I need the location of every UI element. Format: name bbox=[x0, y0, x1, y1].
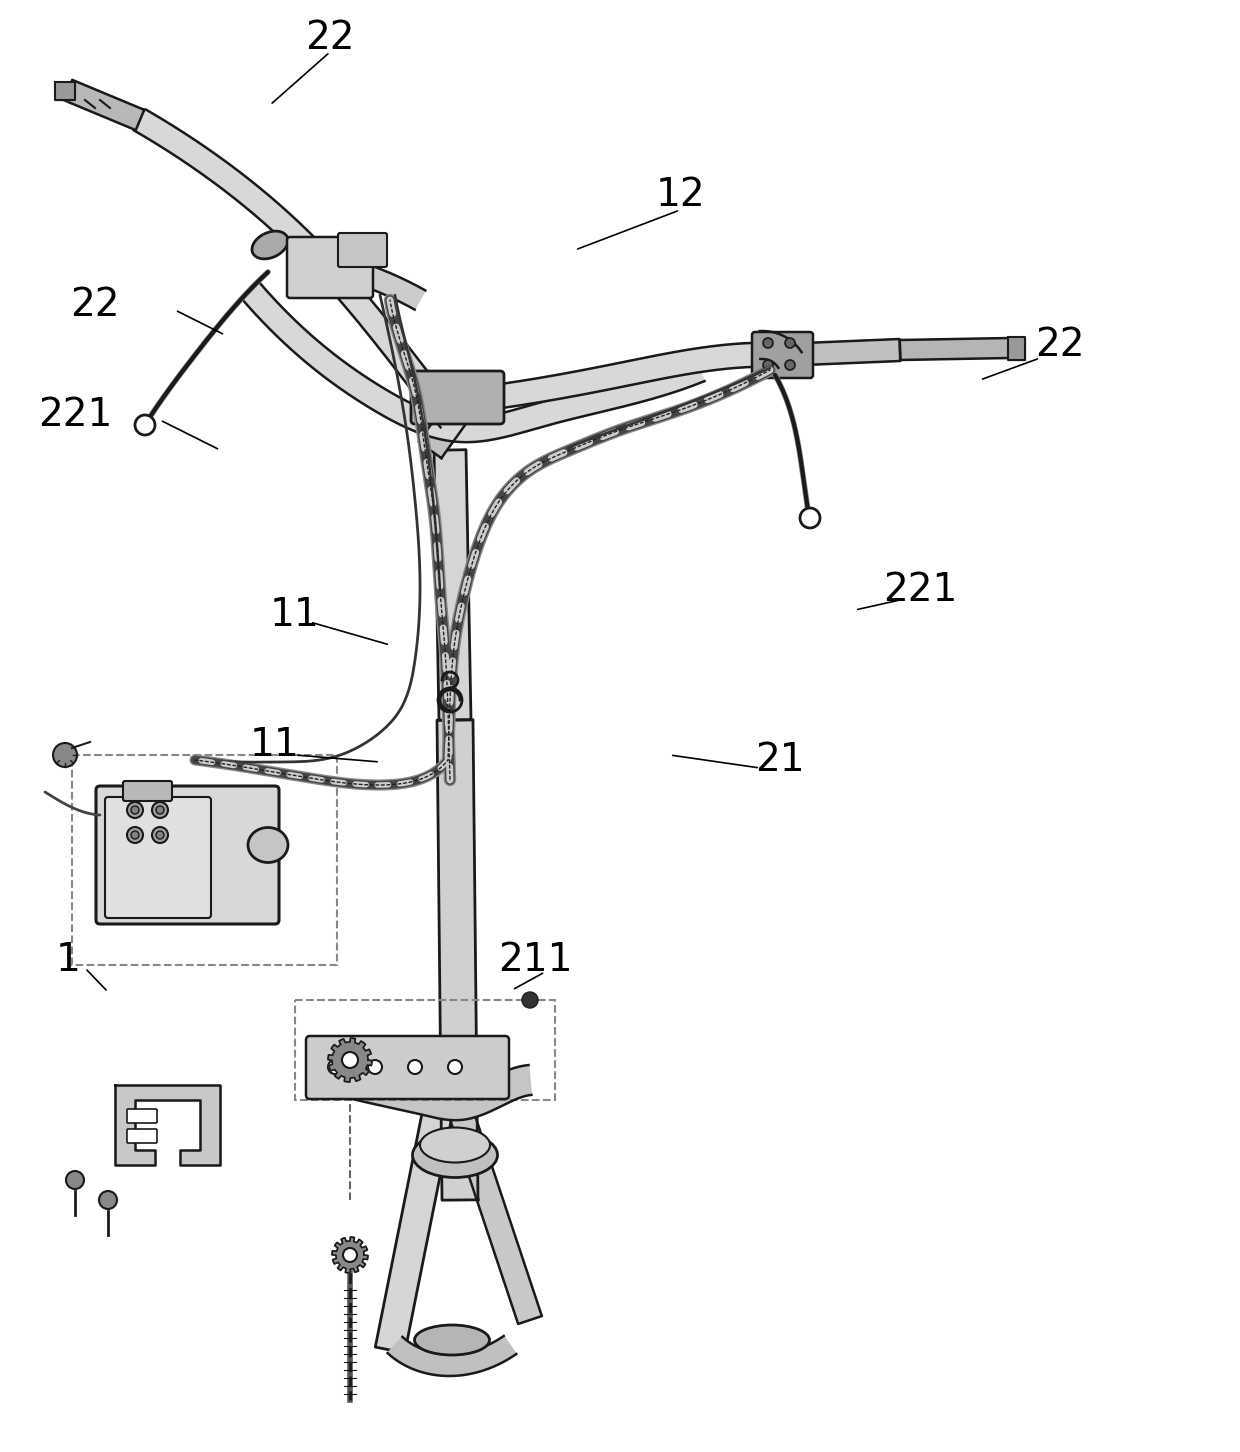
Circle shape bbox=[66, 1170, 84, 1189]
Circle shape bbox=[153, 802, 167, 817]
Circle shape bbox=[342, 1053, 358, 1069]
Text: 11: 11 bbox=[250, 726, 300, 764]
Circle shape bbox=[368, 1060, 382, 1074]
Circle shape bbox=[408, 1060, 422, 1074]
Circle shape bbox=[131, 831, 139, 839]
Circle shape bbox=[53, 743, 77, 767]
FancyBboxPatch shape bbox=[105, 797, 211, 918]
Polygon shape bbox=[376, 1098, 455, 1353]
Text: 22: 22 bbox=[1035, 327, 1085, 364]
Bar bbox=[72, 755, 337, 966]
Polygon shape bbox=[434, 450, 471, 720]
Polygon shape bbox=[55, 81, 74, 100]
Text: 22: 22 bbox=[71, 286, 120, 324]
FancyBboxPatch shape bbox=[126, 1109, 157, 1122]
Ellipse shape bbox=[420, 1128, 490, 1163]
Polygon shape bbox=[419, 372, 491, 459]
Polygon shape bbox=[332, 1237, 368, 1273]
FancyBboxPatch shape bbox=[126, 1130, 157, 1143]
Text: 211: 211 bbox=[497, 941, 572, 979]
Text: 11: 11 bbox=[270, 595, 320, 635]
Polygon shape bbox=[308, 250, 425, 309]
Text: 12: 12 bbox=[655, 176, 704, 213]
Text: 221: 221 bbox=[37, 396, 112, 434]
Text: 221: 221 bbox=[883, 571, 957, 608]
FancyBboxPatch shape bbox=[286, 237, 373, 298]
Circle shape bbox=[785, 360, 795, 370]
Circle shape bbox=[448, 1060, 463, 1074]
Ellipse shape bbox=[248, 828, 288, 862]
Circle shape bbox=[126, 802, 143, 817]
Circle shape bbox=[135, 415, 155, 436]
Polygon shape bbox=[1008, 337, 1025, 360]
Circle shape bbox=[763, 338, 773, 348]
Polygon shape bbox=[469, 343, 780, 412]
Circle shape bbox=[131, 806, 139, 815]
Text: 22: 22 bbox=[305, 19, 355, 57]
Polygon shape bbox=[436, 720, 477, 1201]
Polygon shape bbox=[780, 338, 900, 366]
Polygon shape bbox=[241, 282, 704, 443]
Circle shape bbox=[522, 992, 538, 1008]
Ellipse shape bbox=[414, 1326, 490, 1355]
Circle shape bbox=[126, 828, 143, 844]
Circle shape bbox=[343, 1249, 357, 1262]
Polygon shape bbox=[900, 338, 1011, 360]
Polygon shape bbox=[760, 331, 801, 367]
Polygon shape bbox=[336, 1066, 532, 1119]
Text: 1: 1 bbox=[56, 941, 81, 979]
Circle shape bbox=[329, 1060, 342, 1074]
FancyBboxPatch shape bbox=[306, 1035, 508, 1099]
Ellipse shape bbox=[252, 231, 288, 258]
Circle shape bbox=[156, 806, 164, 815]
Ellipse shape bbox=[413, 1133, 497, 1178]
Circle shape bbox=[156, 831, 164, 839]
Circle shape bbox=[99, 1191, 117, 1210]
FancyBboxPatch shape bbox=[339, 232, 387, 267]
Circle shape bbox=[763, 360, 773, 370]
Polygon shape bbox=[329, 1038, 372, 1082]
FancyBboxPatch shape bbox=[751, 333, 813, 378]
Polygon shape bbox=[134, 109, 460, 427]
Polygon shape bbox=[63, 80, 144, 131]
Circle shape bbox=[785, 338, 795, 348]
Circle shape bbox=[153, 828, 167, 844]
FancyBboxPatch shape bbox=[123, 781, 172, 802]
Polygon shape bbox=[388, 1336, 516, 1376]
FancyBboxPatch shape bbox=[410, 372, 503, 424]
Text: 21: 21 bbox=[755, 741, 805, 780]
Polygon shape bbox=[448, 1106, 542, 1324]
Circle shape bbox=[800, 508, 820, 529]
FancyBboxPatch shape bbox=[95, 786, 279, 923]
Polygon shape bbox=[115, 1085, 219, 1165]
